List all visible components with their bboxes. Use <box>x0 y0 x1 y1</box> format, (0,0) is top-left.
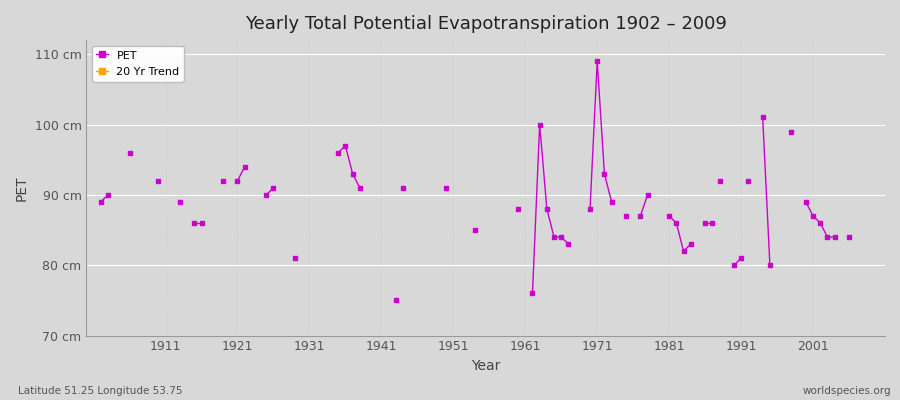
X-axis label: Year: Year <box>471 359 500 373</box>
Text: Latitude 51.25 Longitude 53.75: Latitude 51.25 Longitude 53.75 <box>18 386 183 396</box>
Title: Yearly Total Potential Evapotranspiration 1902 – 2009: Yearly Total Potential Evapotranspiratio… <box>245 15 726 33</box>
Y-axis label: PET: PET <box>15 175 29 201</box>
Legend: PET, 20 Yr Trend: PET, 20 Yr Trend <box>92 46 184 82</box>
Text: worldspecies.org: worldspecies.org <box>803 386 891 396</box>
